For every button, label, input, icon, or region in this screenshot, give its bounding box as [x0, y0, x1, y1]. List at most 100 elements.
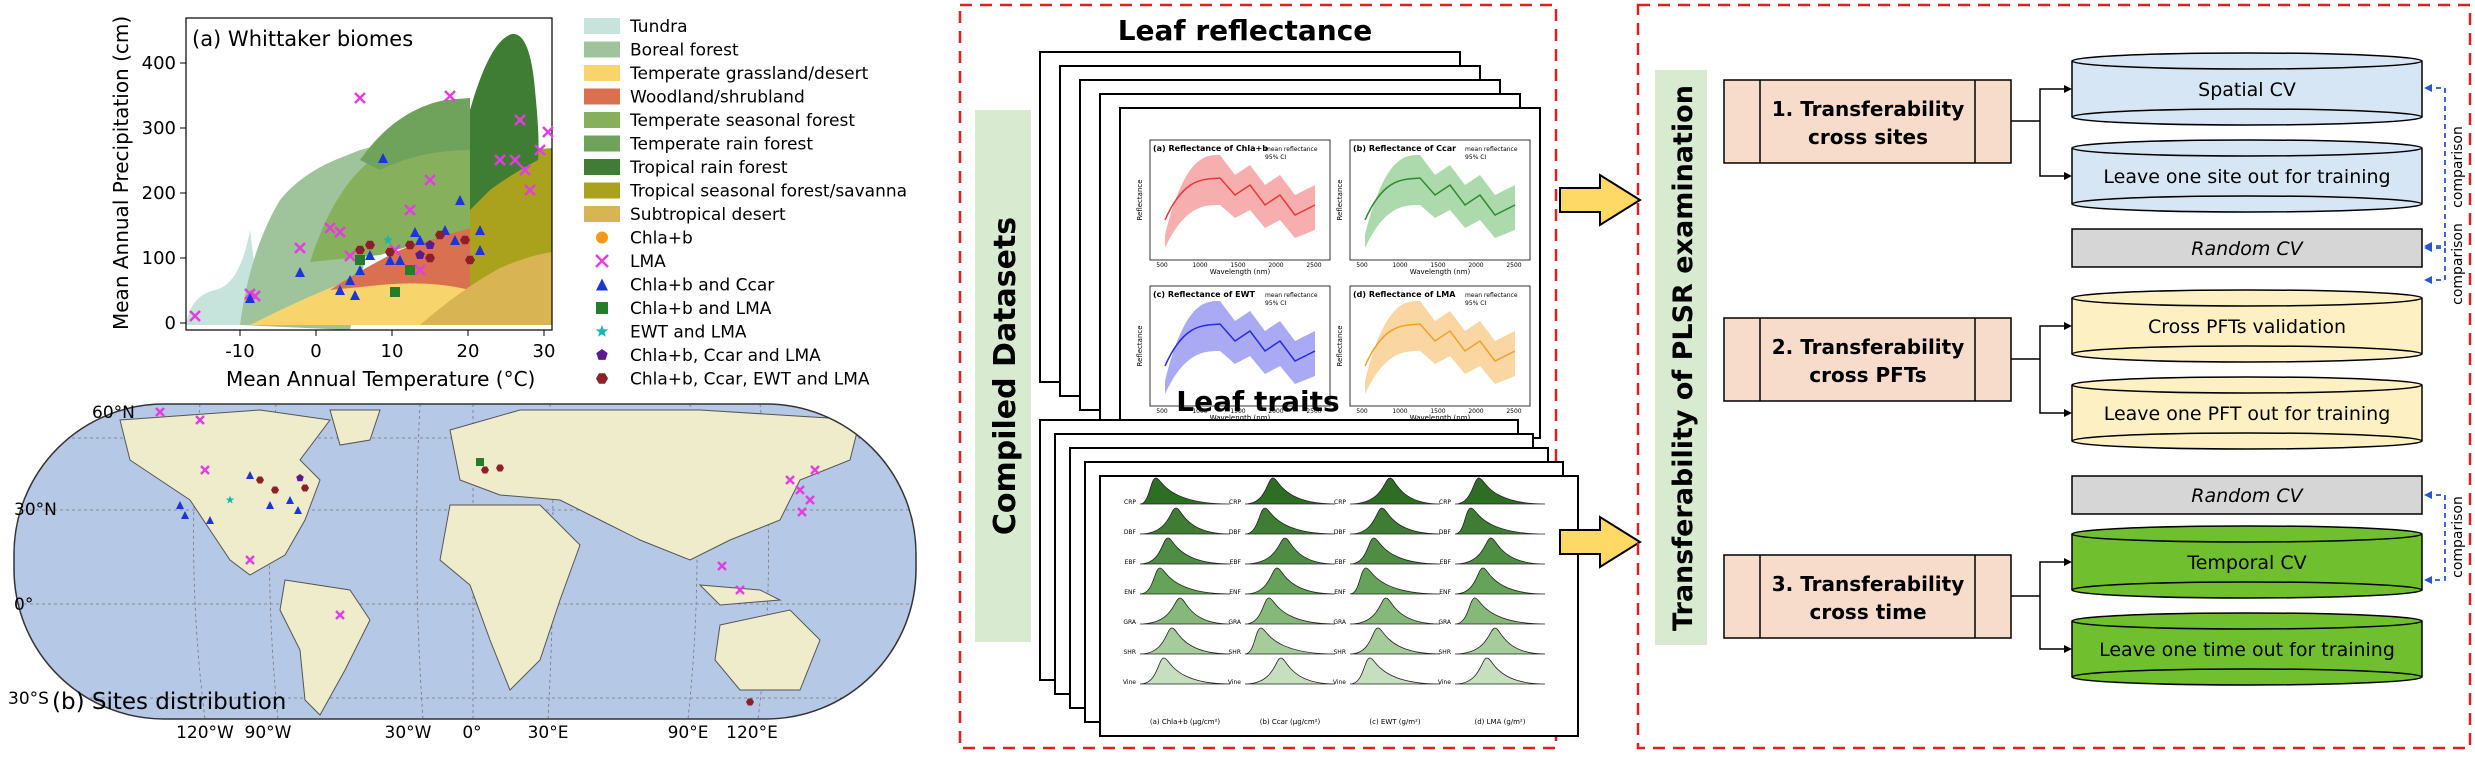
ci-band	[1365, 301, 1515, 394]
legend-label: Temperate grassland/desert	[629, 64, 869, 84]
data-marker	[415, 235, 425, 245]
pft-label: Vine	[1333, 679, 1346, 686]
longitude-label: 120°E	[726, 723, 778, 743]
legend-marker	[596, 278, 608, 291]
data-marker	[355, 255, 365, 265]
method-cylinder: Leave one PFT out for training	[2071, 376, 2423, 450]
vertical-title: Transferability of PLSR examination	[1668, 85, 1699, 631]
data-marker	[334, 226, 346, 238]
data-marker	[444, 90, 456, 102]
ridge-density	[1244, 657, 1336, 685]
greenland	[329, 409, 381, 446]
section-box	[1723, 79, 2012, 164]
comparison-bracket: comparison	[2424, 491, 2466, 584]
subplot-xtick: 500	[1156, 262, 1168, 269]
biome-temperate-rain	[360, 98, 470, 170]
panel-b-label: (b) Sites distribution	[52, 689, 286, 715]
leaf-traits-title: Leaf traits	[1176, 385, 1339, 418]
data-marker	[534, 144, 546, 156]
site-marker	[195, 415, 205, 425]
longitude-label: 0°	[462, 723, 481, 743]
legend-marker	[595, 254, 609, 268]
comparison-label: comparison	[2450, 496, 2466, 578]
data-marker	[414, 264, 426, 276]
legend-label: Tundra	[629, 17, 688, 37]
method-label: Leave one time out for training	[2099, 639, 2395, 661]
south-america	[279, 579, 371, 716]
subplot-xtick: 1000	[1392, 408, 1407, 415]
ci-band	[1165, 301, 1315, 394]
subplot-legend: 95% CI	[1465, 154, 1486, 161]
cylinder-top	[2071, 612, 2423, 630]
section-subtitle: cross PFTs	[1809, 363, 1926, 387]
mean-line	[1164, 323, 1316, 367]
site-marker	[286, 496, 294, 504]
pft-label: DBF	[1334, 529, 1347, 536]
site-marker	[256, 476, 264, 484]
data-marker	[475, 225, 485, 235]
ridge-density	[1454, 597, 1546, 625]
x-tick-label: 30	[533, 341, 556, 362]
site-marker	[797, 507, 807, 517]
subplot-xtick: 1500	[1430, 262, 1445, 269]
data-marker	[395, 255, 405, 265]
method-cylinder: Leave one time out for training	[2071, 612, 2423, 686]
ridge-density	[1349, 597, 1441, 625]
longitude-label: 90°W	[245, 723, 292, 743]
subplot-xtick: 2500	[1306, 408, 1321, 415]
data-marker	[365, 250, 375, 260]
subplot-xlabel: Wavelength (nm)	[1410, 414, 1471, 422]
data-marker	[460, 235, 470, 245]
legend-swatch	[584, 112, 620, 128]
latitude-label: 0°	[14, 595, 33, 615]
data-marker	[415, 250, 425, 259]
branch-connector	[2011, 325, 2068, 414]
x-tick-label: 0	[310, 341, 321, 362]
trait-xlabel: (d) LMA (g/m²)	[1475, 718, 1526, 726]
middle-dashed-box	[958, 3, 1558, 750]
site-marker	[206, 516, 214, 524]
compiled-datasets-label: Compiled Datasets	[988, 217, 1023, 535]
data-marker	[425, 240, 435, 249]
site-marker	[200, 465, 210, 475]
method-label: Leave one PFT out for training	[2104, 403, 2391, 425]
subplot-xtick: 1500	[1230, 262, 1245, 269]
latitude-labels: 60°N 30°N 0° 30°S	[8, 403, 135, 709]
subplot-xtick: 1000	[1392, 262, 1407, 269]
ridge-density	[1244, 507, 1336, 535]
comparison-label: comparison	[2450, 223, 2466, 305]
transfer-section: 2. Transferability cross PFTs Cross PFTs v…	[1723, 289, 2423, 450]
y-ticks: 0 100 200 300 400	[142, 53, 186, 334]
ridge-density	[1349, 477, 1441, 505]
plot-frame	[185, 17, 553, 331]
trait-column: CRP DBF EBF ENF GRA SHR Vine (c) EWT (g/m²)	[1333, 477, 1441, 726]
ridge-density	[1454, 567, 1546, 595]
ridge-density	[1139, 597, 1231, 625]
legend-label: Chla+b	[630, 229, 693, 249]
legend-label: Woodland/shrubland	[630, 88, 805, 108]
section-subtitle: cross sites	[1808, 125, 1928, 149]
y-axis-label: Mean Annual Precipitation (cm)	[109, 16, 133, 330]
ridge-density	[1139, 627, 1231, 655]
map-site-markers	[155, 407, 820, 706]
legend-label: Chla+b and LMA	[630, 299, 772, 319]
data-marker	[344, 250, 356, 262]
data-marker	[335, 285, 345, 295]
pft-label: EBF	[1230, 559, 1242, 566]
legend-marker	[596, 349, 608, 360]
subplot-ylabel: Reflectance	[1136, 179, 1144, 220]
data-marker	[450, 235, 460, 245]
section-box	[1723, 554, 2012, 639]
pft-label: Vine	[1123, 679, 1136, 686]
subplot-legend: mean reflectance	[1465, 146, 1518, 153]
legend-marker	[596, 302, 608, 314]
pft-label: SHR	[1229, 649, 1242, 656]
whittaker-panel: (a) Whittaker biomes -10 0 10 20 30 0 100 200 3…	[109, 16, 907, 391]
subplot-title: (a) Reflectance of Chla+b	[1153, 144, 1268, 153]
site-marker	[155, 407, 165, 417]
site-marker	[496, 464, 504, 472]
subplot-xtick: 2500	[1506, 408, 1521, 415]
legend-label: Chla+b and Ccar	[630, 276, 774, 296]
